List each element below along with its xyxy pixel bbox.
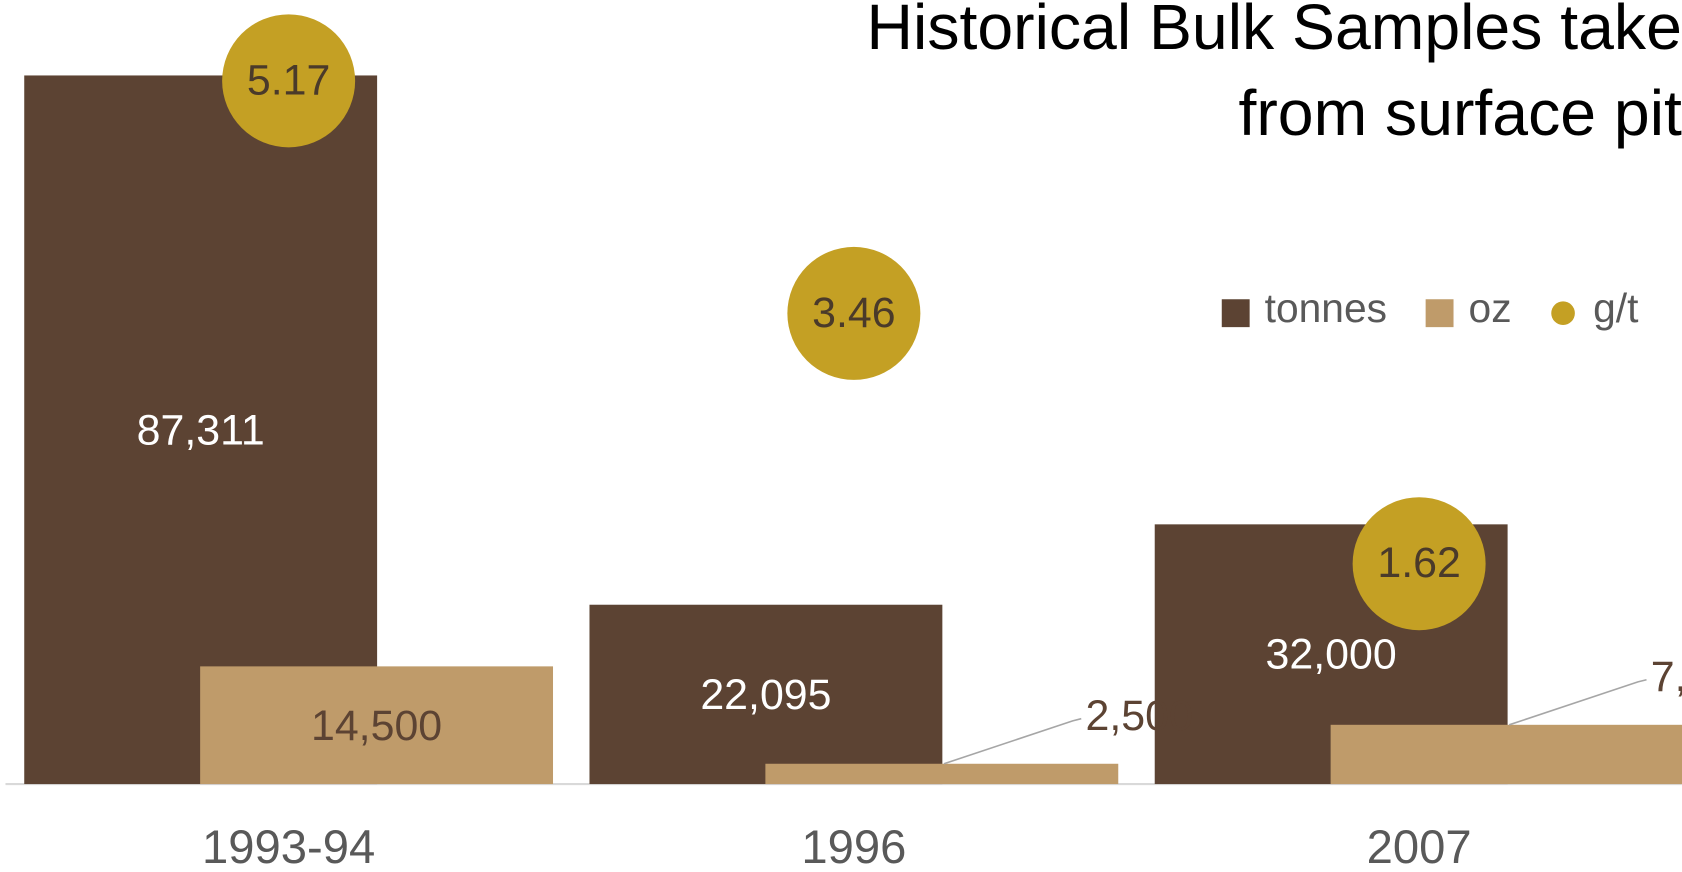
data-label: 87,311 — [137, 406, 265, 454]
data-label: 5.17 — [247, 56, 330, 104]
bubble — [222, 14, 356, 148]
data-label: 32,000 — [1266, 631, 1397, 679]
data-label: 14,500 — [311, 702, 442, 750]
legend-swatch — [1221, 299, 1250, 328]
data-label: 22,095 — [700, 671, 831, 719]
data-label: 2,500 — [1086, 692, 1193, 740]
legend-swatch — [1551, 301, 1575, 325]
bubble — [787, 246, 921, 380]
leader-line — [1508, 678, 1647, 726]
data-label: 1.62 — [1377, 539, 1460, 587]
data-label: 7,300 — [1651, 653, 1682, 701]
leader-line — [943, 717, 1082, 765]
bar — [1330, 724, 1682, 785]
bubble — [1352, 497, 1486, 631]
bar — [200, 666, 554, 785]
x-tick-label: 1993-94 — [202, 821, 375, 872]
chart-title: from surface pit — [1238, 77, 1682, 149]
x-tick-label: 1996 — [801, 821, 906, 872]
legend-label: oz — [1469, 285, 1512, 331]
x-tick-label: 2007 — [1367, 821, 1472, 872]
legend-label: tonnes — [1265, 285, 1387, 331]
bar — [765, 763, 1119, 785]
bar — [589, 604, 943, 785]
chart-title: Historical Bulk Samples take — [867, 0, 1682, 63]
legend-label: g/t — [1593, 285, 1639, 331]
bar — [24, 75, 378, 785]
data-label: 3.46 — [812, 289, 895, 337]
legend-swatch — [1425, 299, 1454, 328]
